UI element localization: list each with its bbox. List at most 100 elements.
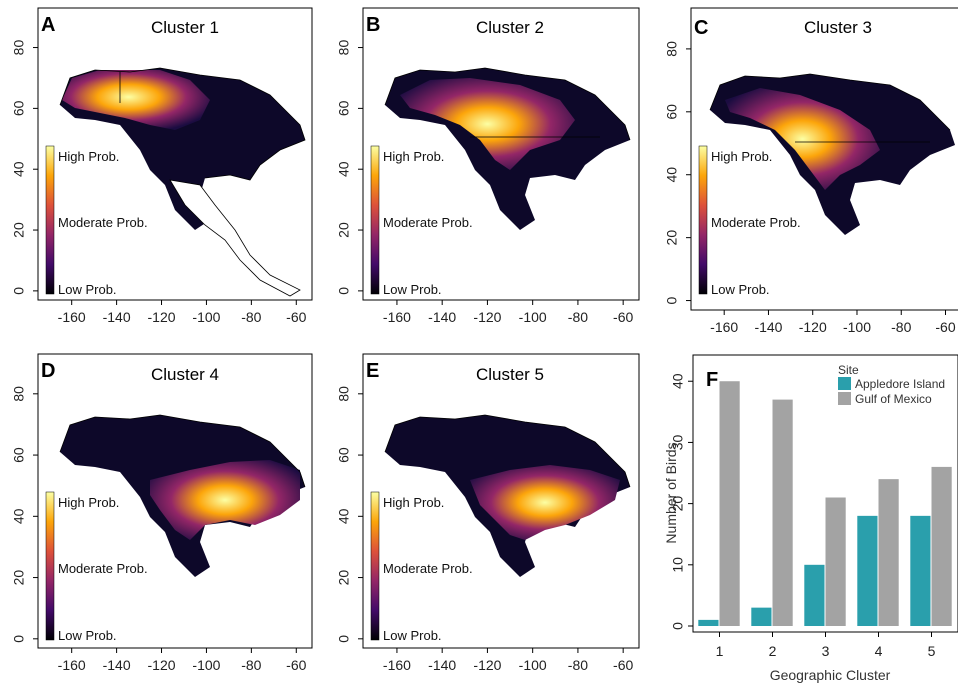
y-tick-label: 80 — [11, 386, 27, 402]
legend-high-label: High Prob. — [711, 149, 772, 164]
x-tick-label: -160 — [58, 309, 86, 325]
legend-low-label: Low Prob. — [383, 628, 442, 643]
f-y-tick-label: 20 — [670, 496, 686, 512]
f-x-tick-label: 2 — [769, 643, 777, 659]
probability-colorbar — [698, 145, 708, 295]
f-x-tick-label: 3 — [822, 643, 830, 659]
x-tick-label: -140 — [754, 319, 782, 335]
x-tick-label: -120 — [473, 657, 501, 673]
x-tick-label: -140 — [103, 657, 131, 673]
legend-low-label: Low Prob. — [58, 282, 117, 297]
coastline — [59, 414, 306, 488]
x-tick-label: -120 — [799, 319, 827, 335]
y-tick-label: 0 — [11, 635, 27, 643]
y-tick-label: 0 — [664, 296, 680, 304]
panel-letter: C — [694, 17, 708, 39]
x-tick-label: -60 — [613, 309, 633, 325]
x-tick-label: -160 — [383, 657, 411, 673]
bar-appledore-cluster-5 — [910, 515, 931, 626]
y-tick-label: 20 — [11, 570, 27, 586]
coastline — [384, 67, 631, 141]
map-panel-b: B Cluster 2 -160 -140 -120 -100 -80 -60 0 20 40 6… — [336, 7, 640, 325]
x-tick-label: -80 — [891, 319, 911, 335]
x-tick-label: -100 — [192, 309, 220, 325]
y-tick-label: 20 — [664, 230, 680, 246]
map-panel-a: A Cluster 1 -160 -140 -120 -100 -80 -60 0 20 40 6… — [11, 7, 313, 325]
bar-gulf-cluster-5 — [931, 466, 952, 626]
probability-colorbar — [370, 145, 380, 295]
heat-core — [62, 70, 210, 130]
legend-moderate-label: Moderate Prob. — [711, 215, 801, 230]
panel-letter: B — [366, 14, 380, 36]
y-tick-label: 60 — [11, 100, 27, 116]
y-tick-label: 40 — [11, 508, 27, 524]
coastline — [709, 73, 951, 131]
x-tick-label: -60 — [286, 657, 306, 673]
legend-moderate-label: Moderate Prob. — [58, 561, 148, 576]
legend-high-label: High Prob. — [383, 149, 444, 164]
legend-moderate-label: Moderate Prob. — [58, 215, 148, 230]
y-tick-label: 80 — [11, 40, 27, 56]
x-tick-label: -120 — [148, 309, 176, 325]
f-x-tick-label: 5 — [928, 643, 936, 659]
f-y-tick-label: 30 — [670, 434, 686, 450]
y-tick-label: 60 — [664, 104, 680, 120]
x-tick-label: -80 — [241, 657, 261, 673]
x-tick-label: -120 — [473, 309, 501, 325]
x-tick-label: -100 — [192, 657, 220, 673]
x-tick-label: -60 — [935, 319, 955, 335]
legend-high-label: High Prob. — [58, 495, 119, 510]
map-panel-d: D Cluster 4 -160 -140 -120 -100 -80 -60 0 20 40 6… — [11, 353, 313, 673]
map-panel-c: C Cluster 3 -160 -140 -120 -100 -80 -60 0 20 40 6… — [664, 7, 958, 335]
legend-swatch-appledore — [838, 377, 851, 390]
y-tick-label: 80 — [336, 386, 352, 402]
x-tick-label: -100 — [519, 309, 547, 325]
bar-appledore-cluster-2 — [751, 607, 772, 626]
x-tick-label: -100 — [843, 319, 871, 335]
panel-letter: E — [366, 360, 379, 382]
legend-moderate-label: Moderate Prob. — [383, 561, 473, 576]
y-tick-label: 0 — [11, 287, 27, 295]
coastline — [59, 67, 306, 181]
bar-gulf-cluster-2 — [772, 399, 793, 626]
y-tick-label: 60 — [336, 100, 352, 116]
y-tick-label: 40 — [664, 167, 680, 183]
panel-title: Cluster 2 — [476, 18, 544, 37]
f-y-tick-label: 10 — [670, 557, 686, 573]
y-tick-label: 20 — [336, 570, 352, 586]
bar-chart-panel-f: F Site Appledore Island Gulf of Mexico N… — [663, 354, 958, 683]
panel-title: Cluster 4 — [151, 365, 219, 384]
panel-letter: D — [41, 360, 55, 382]
land-south — [169, 179, 301, 297]
x-tick-label: -140 — [428, 657, 456, 673]
legend-low-label: Low Prob. — [383, 282, 442, 297]
f-x-tick-label: 4 — [875, 643, 883, 659]
heat-core — [400, 78, 575, 170]
y-tick-label: 0 — [336, 287, 352, 295]
x-tick-label: -140 — [103, 309, 131, 325]
panel-title: Cluster 5 — [476, 365, 544, 384]
probability-colorbar — [45, 145, 55, 295]
legend-moderate-label: Moderate Prob. — [383, 215, 473, 230]
y-tick-label: 20 — [336, 222, 352, 238]
x-axis-title: Geographic Cluster — [770, 667, 891, 683]
map-panel-e: E Cluster 5 -160 -140 -120 -100 -80 -60 0 20 40 6… — [336, 353, 640, 673]
map-frame — [37, 353, 313, 649]
bar-gulf-cluster-1 — [719, 381, 740, 626]
y-tick-label: 20 — [11, 222, 27, 238]
legend-high-label: High Prob. — [58, 149, 119, 164]
x-tick-label: -120 — [148, 657, 176, 673]
legend-title: Site — [838, 363, 859, 377]
y-tick-label: 40 — [336, 508, 352, 524]
legend-label-appledore: Appledore Island — [855, 377, 945, 391]
panel-letter: A — [41, 14, 55, 36]
y-tick-label: 60 — [11, 447, 27, 463]
x-tick-label: -80 — [241, 309, 261, 325]
f-y-tick-label: 0 — [670, 622, 686, 630]
map-frame — [690, 7, 958, 311]
map-frame — [362, 7, 640, 301]
panel-letter: F — [706, 369, 718, 391]
panel-title: Cluster 1 — [151, 18, 219, 37]
x-tick-label: -140 — [428, 309, 456, 325]
